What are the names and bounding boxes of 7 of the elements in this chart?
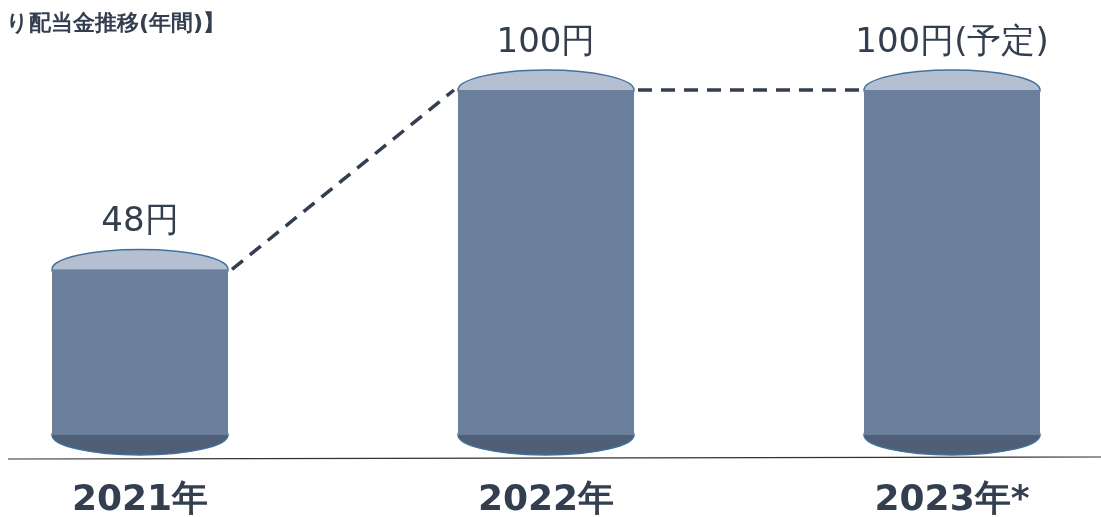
x-tick-label: 2021年 bbox=[71, 477, 209, 517]
chart-title: り配当金推移(年間)】 bbox=[6, 10, 226, 35]
data-label: 48円 bbox=[101, 199, 179, 240]
data-label: 100円(予定) bbox=[855, 20, 1049, 60]
x-tick-label: 2023年* bbox=[874, 477, 1030, 517]
x-tick-label: 2022年 bbox=[477, 477, 615, 517]
data-label: 100円 bbox=[496, 20, 596, 60]
